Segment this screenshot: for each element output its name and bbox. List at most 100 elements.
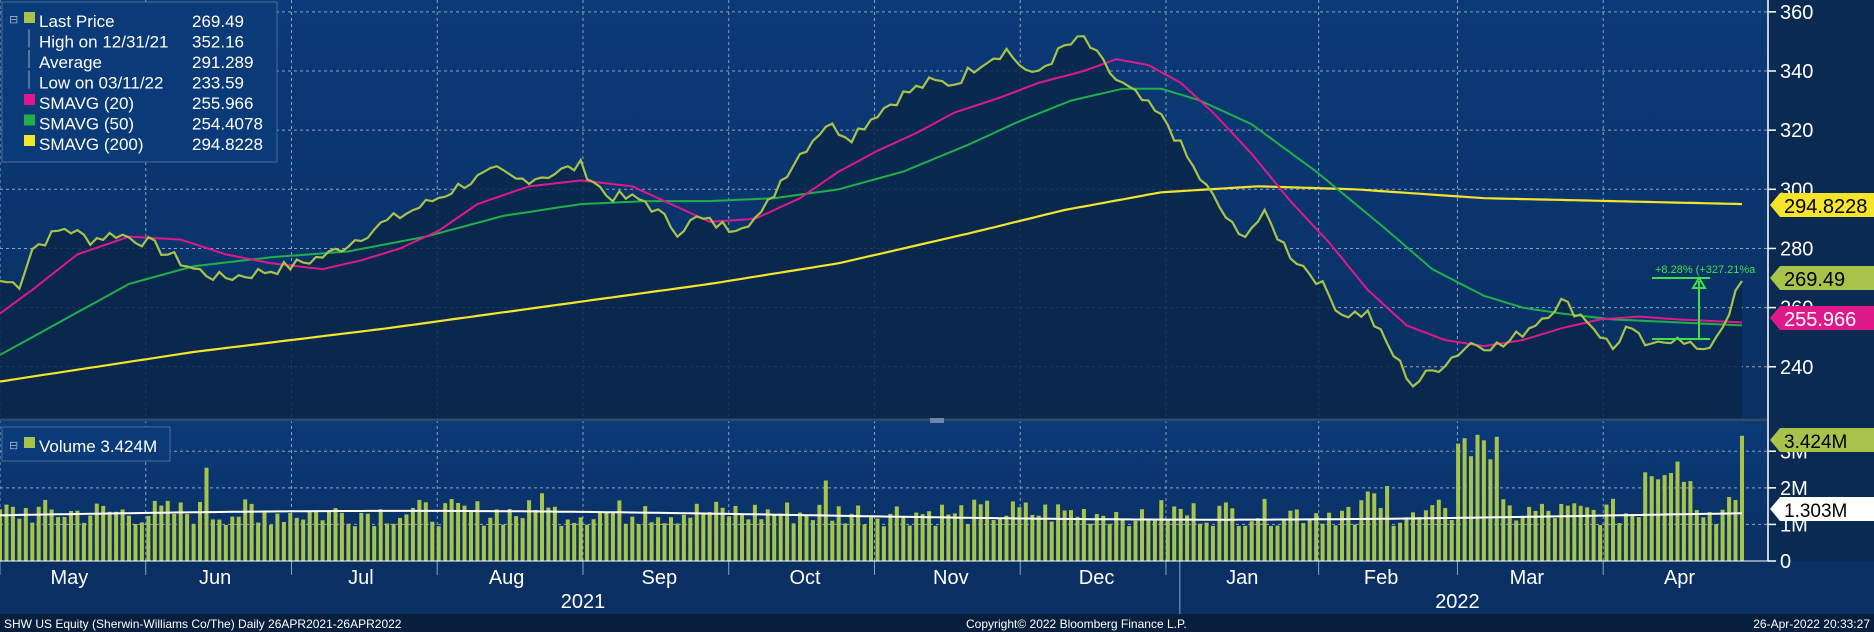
- legend-item-label: Last Price: [39, 12, 115, 31]
- volume-bar: [1140, 509, 1144, 561]
- volume-bar: [759, 519, 764, 561]
- volume-bar: [927, 511, 932, 561]
- volume-bar: [920, 514, 925, 561]
- volume-bar: [869, 515, 873, 561]
- volume-bar: [662, 523, 667, 561]
- volume-bar: [101, 505, 106, 561]
- volume-bar: [1172, 506, 1177, 561]
- volume-bar: [243, 499, 248, 561]
- last-price-badge-text: 269.49: [1784, 269, 1845, 291]
- volume-bar: [1043, 504, 1048, 561]
- volume-bar: [1269, 525, 1273, 561]
- volume-bar: [1159, 500, 1164, 561]
- legend-item-label: SMAVG (20): [39, 94, 134, 113]
- volume-bar: [688, 517, 693, 561]
- volume-bar: [1191, 503, 1196, 561]
- volume-bar: [417, 499, 422, 561]
- volume-average-badge-text: 1.303M: [1784, 501, 1847, 522]
- price-tick-label: 240: [1780, 357, 1813, 379]
- volume-bar: [1649, 476, 1654, 561]
- legend-collapse-icon[interactable]: ⊟: [9, 14, 18, 26]
- volume-bar: [1546, 510, 1551, 561]
- volume-bar: [1688, 481, 1693, 561]
- volume-bar: [449, 499, 454, 561]
- volume-bar: [1178, 508, 1183, 561]
- volume-bar: [204, 467, 209, 561]
- legend-swatch: [24, 135, 35, 146]
- volume-bar: [1281, 520, 1286, 561]
- volume-bar: [1217, 505, 1222, 561]
- price-tick-label: 280: [1780, 238, 1813, 260]
- volume-bar: [1456, 443, 1461, 561]
- legend-item-label: High on 12/31/21: [39, 33, 169, 52]
- volume-bar: [798, 512, 802, 561]
- volume-bar: [1501, 499, 1506, 561]
- volume-bar: [0, 509, 2, 561]
- volume-bar: [972, 499, 977, 561]
- volume-bar: [1591, 509, 1596, 561]
- volume-bar: [256, 522, 261, 561]
- volume-bar: [636, 524, 641, 561]
- volume-bar: [520, 518, 525, 561]
- volume-bar: [23, 508, 28, 561]
- volume-bar: [933, 525, 938, 561]
- volume-bar: [1223, 502, 1228, 561]
- legend-item-value: 294.8228: [192, 135, 263, 154]
- volume-bar: [727, 516, 732, 561]
- volume-bar: [1262, 498, 1267, 561]
- volume-average-badge: 1.303M: [1770, 497, 1874, 522]
- volume-bar: [714, 501, 719, 561]
- volume-bar: [617, 500, 622, 561]
- volume-bar: [817, 504, 822, 561]
- svg-text:⊟: ⊟: [9, 440, 18, 452]
- volume-bar: [475, 501, 480, 561]
- volume-bar: [1494, 436, 1499, 561]
- volume-bar: [333, 508, 338, 561]
- volume-bar: [1604, 504, 1609, 561]
- volume-bar: [198, 501, 202, 561]
- volume-bar: [262, 511, 267, 561]
- volume-bar: [1675, 461, 1680, 561]
- volume-bar: [191, 523, 196, 561]
- volume-bar: [1340, 510, 1344, 561]
- volume-bar: [533, 509, 538, 561]
- change-annotation-text: +8.28% (+327.21%a: [1655, 264, 1756, 276]
- volume-bar: [991, 520, 996, 561]
- volume-bar: [907, 525, 912, 561]
- volume-bar: [604, 511, 609, 561]
- volume-bar: [772, 514, 777, 561]
- volume-legend-label: Volume 3.424M: [39, 437, 157, 456]
- volume-bar: [398, 517, 402, 561]
- volume-bar: [1088, 523, 1093, 561]
- volume-bar: [585, 524, 590, 561]
- volume-bar: [1656, 479, 1661, 561]
- volume-bar: [1288, 510, 1293, 561]
- volume-bar: [1359, 500, 1364, 561]
- volume-bar: [120, 509, 125, 561]
- volume-bar: [114, 511, 119, 561]
- volume-bar: [494, 509, 499, 561]
- volume-bar: [1249, 521, 1254, 561]
- volume-bar: [785, 502, 790, 561]
- volume-bar: [165, 500, 170, 561]
- legend-swatch: [24, 94, 35, 105]
- volume-bar: [1411, 512, 1415, 561]
- volume-bar: [804, 514, 809, 561]
- volume-bar: [1294, 509, 1299, 561]
- month-label: Aug: [489, 567, 525, 589]
- volume-bar: [1081, 509, 1086, 561]
- volume-bar: [1694, 510, 1699, 561]
- volume-bar: [888, 513, 893, 561]
- volume-bar: [1372, 493, 1377, 561]
- volume-bar: [1707, 512, 1712, 561]
- volume-bar: [178, 502, 183, 561]
- volume-bar: [217, 519, 222, 561]
- volume-bar: [49, 509, 54, 561]
- volume-bar: [1630, 514, 1635, 561]
- volume-bar: [365, 513, 370, 561]
- volume-bar: [1107, 523, 1112, 561]
- volume-bar: [127, 515, 131, 561]
- volume-bar: [62, 517, 67, 561]
- volume-bar: [281, 522, 286, 561]
